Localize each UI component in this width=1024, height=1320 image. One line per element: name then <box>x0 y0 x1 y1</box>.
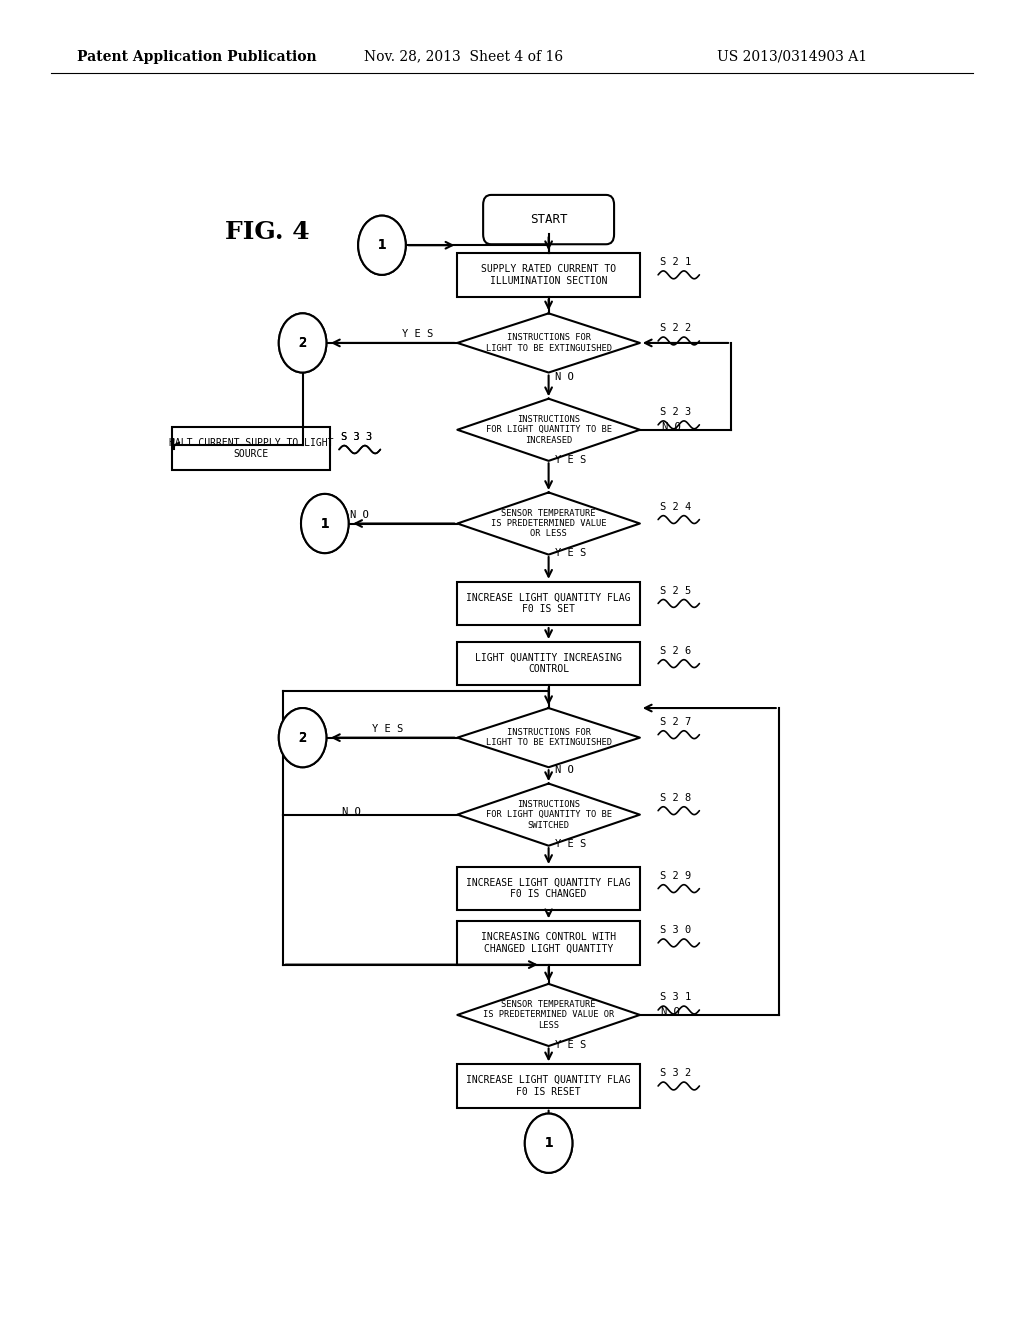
Text: S 2 6: S 2 6 <box>659 645 691 656</box>
Bar <box>458 582 640 626</box>
Text: START: START <box>529 213 567 226</box>
Bar <box>458 253 640 297</box>
Text: INSTRUCTIONS
FOR LIGHT QUANTITY TO BE
SWITCHED: INSTRUCTIONS FOR LIGHT QUANTITY TO BE SW… <box>485 800 611 829</box>
Circle shape <box>358 215 406 275</box>
Text: 1: 1 <box>545 1137 553 1150</box>
Text: INSTRUCTIONS
FOR LIGHT QUANTITY TO BE
INCREASED: INSTRUCTIONS FOR LIGHT QUANTITY TO BE IN… <box>485 414 611 445</box>
Text: N O: N O <box>555 372 573 383</box>
Text: N O: N O <box>350 510 369 520</box>
Text: SENSOR TEMPERATURE
IS PREDETERMINED VALUE OR
LESS: SENSOR TEMPERATURE IS PREDETERMINED VALU… <box>483 1001 614 1030</box>
Polygon shape <box>458 983 640 1045</box>
Text: FIG. 4: FIG. 4 <box>224 220 309 244</box>
Circle shape <box>279 313 327 372</box>
Text: 2: 2 <box>298 335 307 350</box>
Polygon shape <box>458 313 640 372</box>
Text: HALT CURRENT SUPPLY TO LIGHT
SOURCE: HALT CURRENT SUPPLY TO LIGHT SOURCE <box>169 438 333 459</box>
Text: N O: N O <box>663 422 681 432</box>
Text: S 3 3: S 3 3 <box>341 432 372 442</box>
Polygon shape <box>458 492 640 554</box>
Text: N O: N O <box>342 807 361 817</box>
Text: S 3 0: S 3 0 <box>659 925 691 935</box>
Text: 1: 1 <box>378 238 386 252</box>
Text: Y E S: Y E S <box>401 329 433 339</box>
Text: S 2 4: S 2 4 <box>659 502 691 512</box>
Text: N O: N O <box>555 766 573 775</box>
Text: Patent Application Publication: Patent Application Publication <box>77 50 316 63</box>
Bar <box>458 1064 640 1107</box>
Text: 1: 1 <box>321 516 329 531</box>
Text: S 3 3: S 3 3 <box>341 432 372 442</box>
Circle shape <box>358 215 406 275</box>
Circle shape <box>301 494 348 553</box>
Text: S 2 7: S 2 7 <box>659 717 691 727</box>
Text: S 2 8: S 2 8 <box>659 793 691 803</box>
Text: INCREASE LIGHT QUANTITY FLAG
F0 IS RESET: INCREASE LIGHT QUANTITY FLAG F0 IS RESET <box>466 1076 631 1097</box>
Circle shape <box>279 313 327 372</box>
Bar <box>172 426 331 470</box>
Polygon shape <box>458 399 640 461</box>
FancyBboxPatch shape <box>483 195 614 244</box>
Text: SUPPLY RATED CURRENT TO
ILLUMINATION SECTION: SUPPLY RATED CURRENT TO ILLUMINATION SEC… <box>481 264 616 285</box>
Polygon shape <box>458 708 640 767</box>
Text: S 2 2: S 2 2 <box>659 323 691 333</box>
Text: 2: 2 <box>298 335 307 350</box>
Text: INCREASE LIGHT QUANTITY FLAG
F0 IS CHANGED: INCREASE LIGHT QUANTITY FLAG F0 IS CHANG… <box>466 878 631 899</box>
Text: INCREASING CONTROL WITH
CHANGED LIGHT QUANTITY: INCREASING CONTROL WITH CHANGED LIGHT QU… <box>481 932 616 954</box>
Text: Y E S: Y E S <box>555 1040 586 1049</box>
Text: S 2 3: S 2 3 <box>659 407 691 417</box>
Text: Y E S: Y E S <box>555 548 586 558</box>
Bar <box>458 921 640 965</box>
Circle shape <box>525 1114 572 1173</box>
Bar <box>458 867 640 911</box>
Text: N O: N O <box>662 1007 680 1016</box>
Circle shape <box>525 1114 572 1173</box>
Text: INCREASE LIGHT QUANTITY FLAG
F0 IS SET: INCREASE LIGHT QUANTITY FLAG F0 IS SET <box>466 593 631 614</box>
Text: Y E S: Y E S <box>373 723 403 734</box>
Text: S 2 5: S 2 5 <box>659 586 691 595</box>
Text: S 2 1: S 2 1 <box>659 257 691 267</box>
Text: 2: 2 <box>298 731 307 744</box>
Text: S 3 2: S 3 2 <box>659 1068 691 1078</box>
Circle shape <box>301 494 348 553</box>
Text: Y E S: Y E S <box>555 840 586 849</box>
Text: S 3 1: S 3 1 <box>659 993 691 1002</box>
Text: 2: 2 <box>298 731 307 744</box>
Text: Y E S: Y E S <box>555 455 586 466</box>
Text: INSTRUCTIONS FOR
LIGHT TO BE EXTINGUISHED: INSTRUCTIONS FOR LIGHT TO BE EXTINGUISHE… <box>485 333 611 352</box>
Text: Nov. 28, 2013  Sheet 4 of 16: Nov. 28, 2013 Sheet 4 of 16 <box>364 50 562 63</box>
Bar <box>458 642 640 685</box>
Polygon shape <box>458 784 640 846</box>
Circle shape <box>279 708 327 767</box>
Text: 1: 1 <box>321 516 329 531</box>
Text: 1: 1 <box>378 238 386 252</box>
Text: SENSOR TEMPERATURE
IS PREDETERMINED VALUE
OR LESS: SENSOR TEMPERATURE IS PREDETERMINED VALU… <box>490 508 606 539</box>
Text: 1: 1 <box>545 1137 553 1150</box>
Text: LIGHT QUANTITY INCREASING
CONTROL: LIGHT QUANTITY INCREASING CONTROL <box>475 653 622 675</box>
Text: INSTRUCTIONS FOR
LIGHT TO BE EXTINGUISHED: INSTRUCTIONS FOR LIGHT TO BE EXTINGUISHE… <box>485 727 611 747</box>
Text: US 2013/0314903 A1: US 2013/0314903 A1 <box>717 50 867 63</box>
Text: S 2 9: S 2 9 <box>659 871 691 880</box>
Circle shape <box>279 708 327 767</box>
